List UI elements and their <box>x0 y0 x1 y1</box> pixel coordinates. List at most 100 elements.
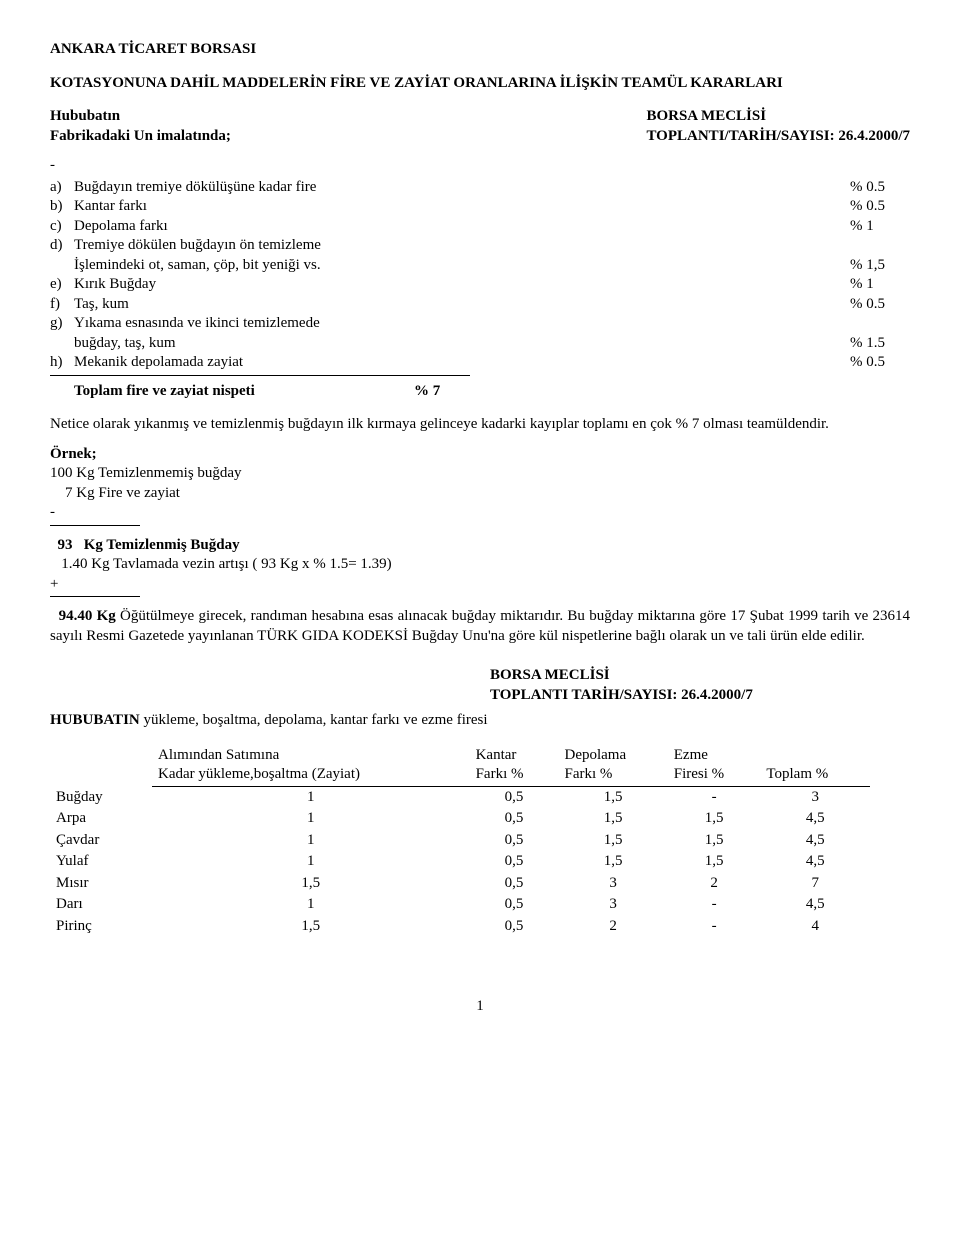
left-heading-2: Fabrikadaki Un imalatında; <box>50 127 231 147</box>
table-wrap: Alımından Satımına Kadar yükleme,boşaltm… <box>50 745 910 938</box>
left-heading: Hububatın Fabrikadaki Un imalatında; <box>50 107 231 146</box>
item-text: buğday, taş, kum <box>74 334 850 354</box>
minus-sign: - <box>50 503 910 523</box>
item-val <box>850 314 910 334</box>
cell: 0,5 <box>470 851 559 873</box>
cell: 1,5 <box>668 830 761 852</box>
cell-name: Pirinç <box>50 916 152 938</box>
doc-subtitle: KOTASYONUNA DAHİL MADDELERİN FİRE VE ZAY… <box>50 74 910 94</box>
item-label <box>50 334 74 354</box>
item-e: e) Kırık Buğday % 1 <box>50 275 910 295</box>
item-val: % 0.5 <box>850 197 910 217</box>
item-val: % 0.5 <box>850 178 910 198</box>
cell: 0,5 <box>470 916 559 938</box>
item-label: a) <box>50 178 74 198</box>
cell: - <box>668 916 761 938</box>
cell: 3 <box>558 873 667 895</box>
dash-top: - <box>50 156 910 176</box>
cell: 1 <box>152 808 470 830</box>
cell: 1,5 <box>558 808 667 830</box>
item-g-2: buğday, taş, kum % 1.5 <box>50 334 910 354</box>
item-c: c) Depolama farkı % 1 <box>50 217 910 237</box>
item-label: f) <box>50 295 74 315</box>
cell: 4 <box>760 916 870 938</box>
plus-sign: + <box>50 575 910 595</box>
left-heading-1: Hububatın <box>50 107 231 127</box>
divider <box>50 375 470 376</box>
item-text: Kırık Buğday <box>74 275 850 295</box>
right-heading: BORSA MECLİSİ TOPLANTI/TARİH/SAYISI: 26.… <box>646 107 910 146</box>
cell: 1,5 <box>558 786 667 808</box>
th-1: Alımından Satımına Kadar yükleme,boşaltm… <box>152 745 470 787</box>
cell: 2 <box>558 916 667 938</box>
item-val: % 1 <box>850 275 910 295</box>
doc-title: ANKARA TİCARET BORSASI <box>50 40 910 60</box>
item-text: Buğdayın tremiye dökülüşüne kadar fire <box>74 178 850 198</box>
cell-name: Mısır <box>50 873 152 895</box>
cell: 1 <box>152 851 470 873</box>
cell: 1,5 <box>152 873 470 895</box>
cell-name: Arpa <box>50 808 152 830</box>
cell: 2 <box>668 873 761 895</box>
item-label: b) <box>50 197 74 217</box>
right-block-2a: BORSA MECLİSİ <box>490 666 910 686</box>
table-row: Arpa 1 0,5 1,5 1,5 4,5 <box>50 808 870 830</box>
item-label <box>50 256 74 276</box>
example-block: Örnek; 100 Kg Temizlenmemiş buğday 7 Kg … <box>50 445 910 526</box>
item-text: Kantar farkı <box>74 197 850 217</box>
item-val: % 1,5 <box>850 256 910 276</box>
cell: 4,5 <box>760 808 870 830</box>
table-row: Darı 1 0,5 3 - 4,5 <box>50 894 870 916</box>
cell: 1,5 <box>558 851 667 873</box>
th-2: Kantar Farkı % <box>470 745 559 787</box>
item-g-1: g) Yıkama esnasında ve ikinci temizlemed… <box>50 314 910 334</box>
th-5: Toplam % <box>760 745 870 787</box>
cell: 4,5 <box>760 851 870 873</box>
item-val: % 0.5 <box>850 353 910 373</box>
item-text: Taş, kum <box>74 295 850 315</box>
cell: 3 <box>558 894 667 916</box>
result-line-2: 1.40 Kg Tavlamada vezin artışı ( 93 Kg x… <box>50 555 910 575</box>
th-4: Ezme Firesi % <box>668 745 761 787</box>
cell: 4,5 <box>760 894 870 916</box>
table-row: Mısır 1,5 0,5 3 2 7 <box>50 873 870 895</box>
divider-small-2 <box>50 596 140 597</box>
cell-name: Çavdar <box>50 830 152 852</box>
cell: 1 <box>152 786 470 808</box>
result-block: 93 Kg Temizlenmiş Buğday 1.40 Kg Tavlama… <box>50 536 910 647</box>
cell: 1,5 <box>668 808 761 830</box>
result-para: 94.40 Kg Öğütülmeye girecek, randıman he… <box>50 607 910 646</box>
cell-name: Darı <box>50 894 152 916</box>
cell: 1,5 <box>558 830 667 852</box>
table-row: Yulaf 1 0,5 1,5 1,5 4,5 <box>50 851 870 873</box>
item-text: İşlemindeki ot, saman, çöp, bit yeniği v… <box>74 256 850 276</box>
cell: 0,5 <box>470 808 559 830</box>
cell: - <box>668 786 761 808</box>
table-row: Pirinç 1,5 0,5 2 - 4 <box>50 916 870 938</box>
cell-name: Yulaf <box>50 851 152 873</box>
total-val: % 7 <box>414 382 440 402</box>
cell: 1 <box>152 830 470 852</box>
item-d-2: İşlemindeki ot, saman, çöp, bit yeniği v… <box>50 256 910 276</box>
item-text: Depolama farkı <box>74 217 850 237</box>
right-heading-2: TOPLANTI/TARİH/SAYISI: 26.4.2000/7 <box>646 127 910 147</box>
cell: 1,5 <box>152 916 470 938</box>
right-block-2: BORSA MECLİSİ TOPLANTI TARİH/SAYISI: 26.… <box>490 666 910 705</box>
ornek-line-2: 7 Kg Fire ve zayiat <box>50 484 910 504</box>
page-number: 1 <box>50 997 910 1017</box>
th-3: Depolama Farkı % <box>558 745 667 787</box>
item-h: h) Mekanik depolamada zayiat % 0.5 <box>50 353 910 373</box>
right-block-2b: TOPLANTI TARİH/SAYISI: 26.4.2000/7 <box>490 686 910 706</box>
ornek-line-1: 100 Kg Temizlenmemiş buğday <box>50 464 910 484</box>
item-label: h) <box>50 353 74 373</box>
cell-name: Buğday <box>50 786 152 808</box>
item-a: a) Buğdayın tremiye dökülüşüne kadar fir… <box>50 178 910 198</box>
cell: 0,5 <box>470 894 559 916</box>
cell: 4,5 <box>760 830 870 852</box>
cell: 3 <box>760 786 870 808</box>
item-val: % 1.5 <box>850 334 910 354</box>
item-val <box>850 236 910 256</box>
cell: - <box>668 894 761 916</box>
divider-small <box>50 525 140 526</box>
result-line-1: 93 Kg Temizlenmiş Buğday <box>50 536 910 556</box>
